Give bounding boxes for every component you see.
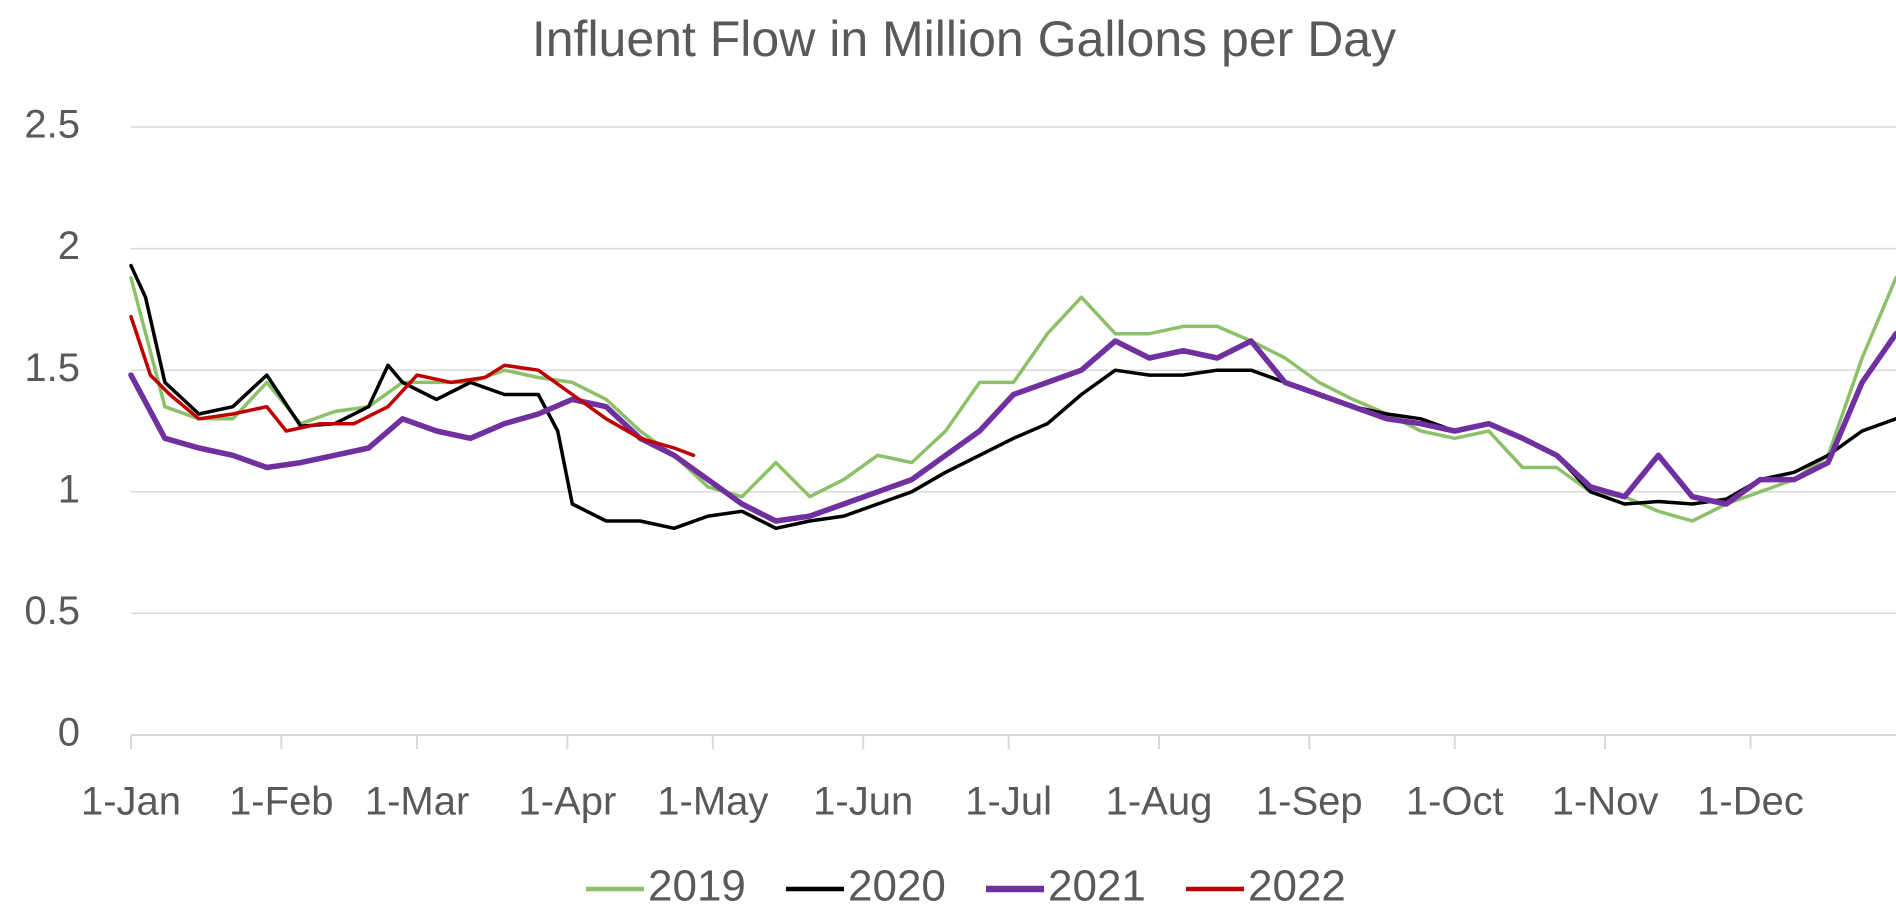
x-tick-label: 1-Jan xyxy=(81,780,181,824)
series-line xyxy=(129,314,696,458)
legend-label: 2019 xyxy=(648,862,746,911)
series-line xyxy=(129,263,1896,531)
chart-title: Influent Flow in Million Gallons per Day xyxy=(532,11,1396,67)
x-tick-label: 1-Jul xyxy=(965,780,1052,824)
series-line xyxy=(128,330,1896,524)
x-tick-label: 1-Sep xyxy=(1256,780,1363,824)
x-tick-label: 1-Aug xyxy=(1106,780,1213,824)
x-tick-label: 1-Feb xyxy=(229,780,334,824)
legend-label: 2020 xyxy=(848,862,946,911)
legend-label: 2022 xyxy=(1248,862,1346,911)
legend-label: 2021 xyxy=(1048,862,1146,911)
y-tick-label: 0 xyxy=(58,711,80,755)
x-tick-label: 1-Oct xyxy=(1406,780,1504,824)
y-tick-label: 1 xyxy=(58,467,80,511)
y-tick-label: 2.5 xyxy=(24,103,80,147)
y-tick-label: 1.5 xyxy=(24,346,80,390)
x-tick-label: 1-Apr xyxy=(518,780,616,824)
x-tick-label: 1-May xyxy=(657,780,768,824)
x-tick-label: 1-Mar xyxy=(365,780,469,824)
series-line xyxy=(129,276,1896,523)
x-tick-label: 1-Dec xyxy=(1697,780,1804,824)
x-tick-label: 1-Jun xyxy=(813,780,913,824)
y-tick-label: 2 xyxy=(58,224,80,268)
y-tick-label: 0.5 xyxy=(24,589,80,633)
x-tick-label: 1-Nov xyxy=(1552,780,1659,824)
